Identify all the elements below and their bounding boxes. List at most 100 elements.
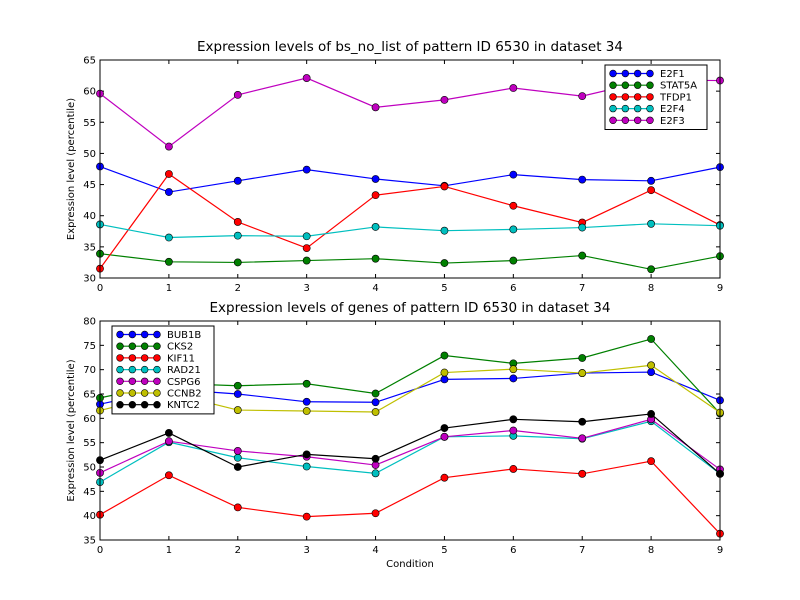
top-chart-title: Expression levels of bs_no_list of patte… — [197, 39, 623, 55]
top-chart-data-point-e2f4 — [371, 223, 380, 231]
top-chart-legend-marker — [646, 104, 654, 113]
top-chart-data-point-stat5a — [647, 265, 656, 274]
bottom-chart-legend-label: BUB1B — [167, 330, 201, 341]
bottom-chart-legend-label: KNTC2 — [167, 400, 200, 411]
bottom-chart-data-point-ccnb2 — [440, 368, 449, 377]
bottom-chart-data-point-cspg6 — [509, 426, 518, 435]
top-chart-legend-label: STAT5A — [660, 81, 697, 92]
bottom-chart-legend-marker — [140, 342, 149, 350]
top-chart-legend-label: E2F1 — [660, 69, 685, 80]
top-chart-data-point-tfdp1 — [509, 201, 518, 210]
bottom-chart-legend-marker — [116, 354, 124, 362]
bottom-chart-legend-marker — [116, 342, 124, 350]
bottom-chart-data-point-cspg6 — [440, 432, 449, 441]
bottom-chart-data-point-cks2 — [233, 381, 242, 390]
bottom-chart-data-point-ccnb2 — [509, 365, 518, 374]
bottom-chart-data-point-ccnb2 — [647, 361, 656, 370]
top-chart-data-point-e2f3 — [302, 74, 311, 82]
bottom-chart-legend-marker — [140, 377, 149, 385]
bottom-chart: Expression levels of genes of pattern ID… — [66, 300, 724, 570]
bottom-chart-legend-marker — [128, 354, 137, 362]
bottom-chart-series-line-kif11 — [99, 460, 721, 535]
bottom-chart-data-point-rad21 — [302, 462, 311, 471]
top-chart-legend-marker — [621, 81, 630, 89]
bottom-chart-data-point-kntc2 — [164, 429, 173, 437]
bottom-chart-legend-marker — [128, 342, 137, 350]
top-chart-x-tick-label: 7 — [579, 283, 585, 294]
top-chart-legend-item-e2f1: E2F1 — [609, 69, 685, 80]
bottom-chart-plot-frame — [99, 320, 721, 541]
bottom-chart-data-point-bub1b — [371, 398, 380, 407]
bottom-chart-data-point-kif11 — [578, 469, 587, 478]
bottom-chart-legend-label: CSPG6 — [167, 377, 200, 388]
bottom-chart-legend-marker — [140, 389, 149, 397]
bottom-chart-y-tick-label: 35 — [83, 536, 96, 547]
top-chart-y-tick-label: 65 — [83, 56, 96, 67]
top-chart-legend-label: E2F3 — [660, 116, 685, 127]
bottom-chart-x-tick-label: 8 — [648, 545, 654, 556]
top-chart-data-point-e2f1 — [509, 170, 518, 179]
bottom-chart-legend-marker — [116, 401, 124, 409]
top-chart-legend-marker — [633, 81, 642, 89]
bottom-chart-series-line-cspg6 — [99, 418, 721, 474]
top-chart-data-point-e2f3 — [164, 142, 173, 151]
top-chart-legend-marker — [621, 69, 630, 78]
top-chart-legend-marker — [621, 104, 630, 113]
bottom-chart-data-point-cspg6 — [578, 434, 587, 443]
top-chart-data-point-e2f1 — [578, 175, 587, 184]
bottom-chart-data-point-cspg6 — [233, 447, 242, 455]
top-chart-x-tick-label: 5 — [441, 283, 447, 294]
top-chart-legend-marker — [646, 116, 654, 125]
top-chart-data-point-tfdp1 — [164, 170, 173, 178]
bottom-chart-data-point-kif11 — [440, 473, 449, 482]
top-chart-legend-marker — [633, 93, 642, 101]
top-chart-data-point-e2f4 — [440, 226, 449, 235]
bottom-chart-y-tick-label: 55 — [83, 438, 96, 449]
top-chart-data-point-e2f1 — [302, 165, 311, 174]
top-chart-x-tick-label: 3 — [303, 283, 309, 294]
top-chart-legend-marker — [621, 93, 630, 101]
top-chart-series-line-tfdp1 — [99, 173, 721, 270]
bottom-chart-legend-marker — [153, 342, 161, 350]
top-chart-data-point-e2f4 — [647, 219, 656, 228]
bottom-chart-data-point-kif11 — [302, 512, 311, 521]
bottom-chart-legend-marker — [153, 377, 161, 385]
bottom-chart-series-kntc2 — [96, 410, 724, 478]
bottom-chart-data-point-kntc2 — [578, 417, 587, 426]
bottom-chart-y-tick-label: 65 — [83, 390, 96, 401]
top-chart-series — [96, 74, 724, 274]
bottom-chart-legend-marker — [116, 389, 124, 397]
top-chart-y-tick-label: 50 — [83, 149, 96, 160]
top-chart-legend-marker — [633, 104, 642, 113]
top-chart-legend-marker — [609, 93, 617, 101]
top-chart-data-point-tfdp1 — [302, 244, 311, 253]
top-chart-legend-item-stat5a: STAT5A — [609, 81, 697, 92]
top-chart-data-point-e2f3 — [233, 90, 242, 99]
bottom-chart-y-tick-label: 45 — [83, 487, 96, 498]
bottom-chart-data-point-cks2 — [578, 354, 587, 362]
top-chart-data-point-e2f4 — [302, 232, 311, 241]
bottom-chart-legend-marker — [116, 330, 124, 339]
top-chart-x-tick-label: 0 — [97, 283, 103, 294]
top-chart-data-point-stat5a — [371, 254, 380, 263]
top-chart-data-point-stat5a — [578, 251, 587, 260]
bottom-chart-legend-marker — [140, 354, 149, 362]
top-chart-legend-marker — [646, 81, 654, 89]
bottom-chart-legend-marker — [153, 365, 161, 374]
bottom-chart-data-point-rad21 — [233, 453, 242, 462]
bottom-chart-series-kif11 — [96, 457, 724, 538]
bottom-chart-legend-marker — [116, 377, 124, 385]
top-chart-data-point-tfdp1 — [647, 186, 656, 195]
bottom-chart-series-line-kntc2 — [99, 413, 721, 475]
bottom-chart-data-point-bub1b — [647, 368, 656, 376]
bottom-chart-legend-marker — [128, 330, 137, 339]
top-chart-legend-item-tfdp1: TFDP1 — [609, 92, 692, 103]
bottom-chart-data-point-kif11 — [164, 471, 173, 480]
bottom-chart-data-point-kntc2 — [371, 454, 380, 463]
bottom-chart-x-axis-label: Condition — [386, 559, 434, 570]
bottom-chart-legend-item-rad21: RAD21 — [116, 365, 201, 376]
bottom-chart-y-tick-label: 60 — [83, 414, 96, 425]
